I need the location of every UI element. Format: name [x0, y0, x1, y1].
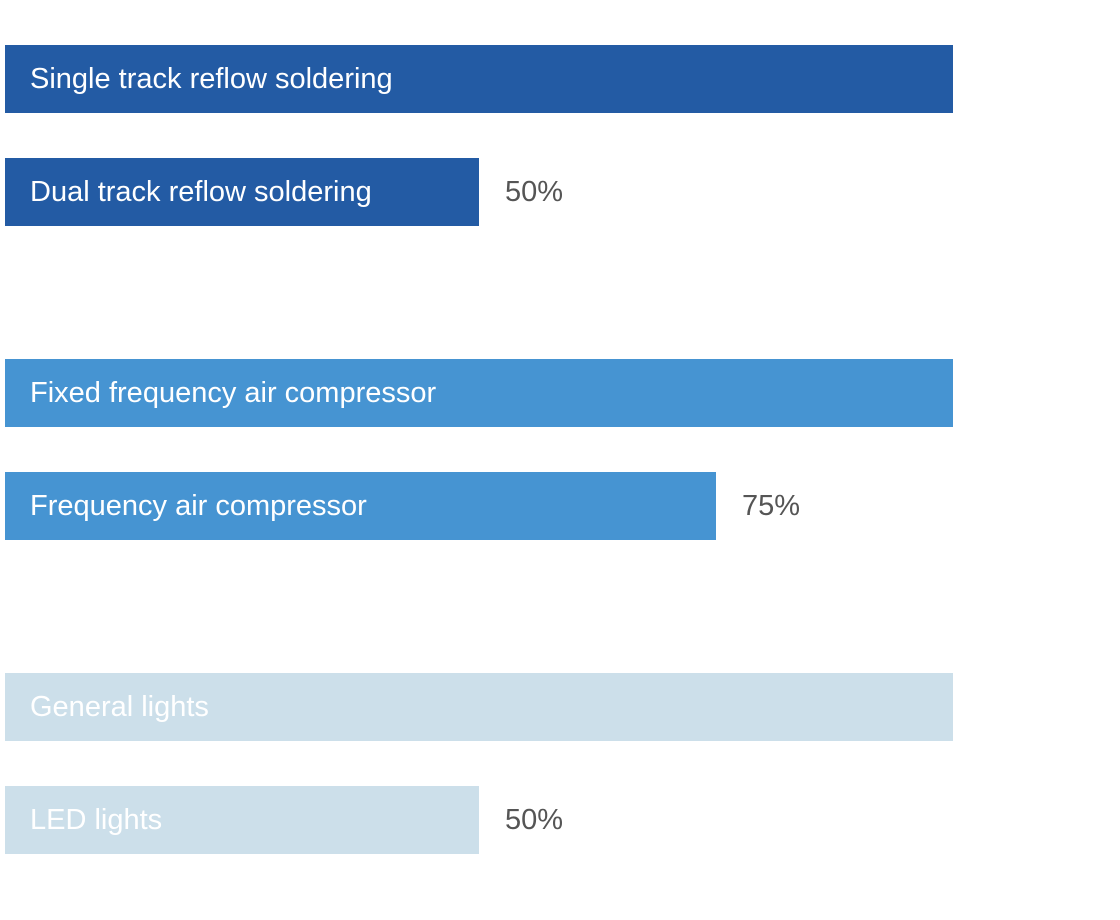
bar-label: Dual track reflow soldering	[30, 176, 372, 208]
bar	[5, 45, 953, 113]
value-label: 50%	[505, 176, 564, 208]
bar-label: Frequency air compressor	[30, 490, 367, 522]
bar-label: LED lights	[30, 804, 163, 836]
value-label: 75%	[742, 490, 801, 522]
bar-label: General lights	[30, 691, 209, 723]
bar	[5, 158, 479, 226]
bar-label: Fixed frequency air compressor	[30, 377, 437, 409]
bar	[5, 673, 953, 741]
bar	[5, 359, 953, 427]
bar-label: Single track reflow soldering	[30, 63, 393, 95]
bar	[5, 472, 716, 540]
value-label: 50%	[505, 804, 564, 836]
bar	[5, 786, 479, 854]
